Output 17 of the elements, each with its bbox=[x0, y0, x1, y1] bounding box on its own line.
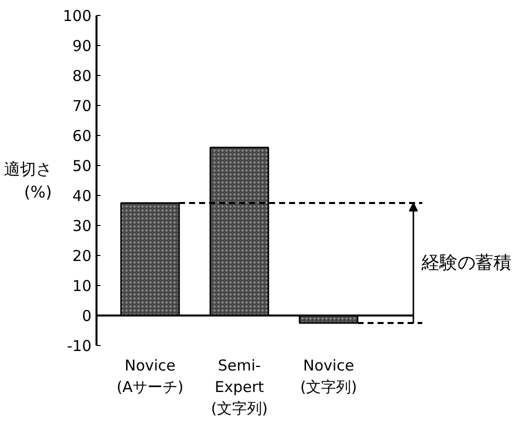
y-tick-label: 20 bbox=[72, 247, 92, 265]
x-tick-label: Semi- Expert (文字列) bbox=[210, 356, 268, 418]
y-tick-label: 60 bbox=[72, 127, 92, 145]
y-tick-label: 100 bbox=[62, 7, 92, 25]
y-tick-label: 0 bbox=[82, 307, 92, 325]
y-tick-label: -10 bbox=[67, 337, 92, 355]
y-tick-label: 90 bbox=[72, 37, 92, 55]
x-tick-label: Novice (Aサーチ) bbox=[116, 356, 184, 396]
y-tick-label: 70 bbox=[72, 97, 92, 115]
y-tick-label: 10 bbox=[72, 277, 92, 295]
y-tick-label: 80 bbox=[72, 67, 92, 85]
y-axis-title: 適切さ (%) bbox=[4, 160, 52, 202]
y-tick-label: 40 bbox=[72, 187, 92, 205]
y-tick-label: 50 bbox=[72, 157, 92, 175]
text: 経験の蓄積 bbox=[420, 252, 512, 274]
y-tick-label: 30 bbox=[72, 217, 92, 235]
x-tick-label: Novice (文字列) bbox=[300, 356, 357, 396]
